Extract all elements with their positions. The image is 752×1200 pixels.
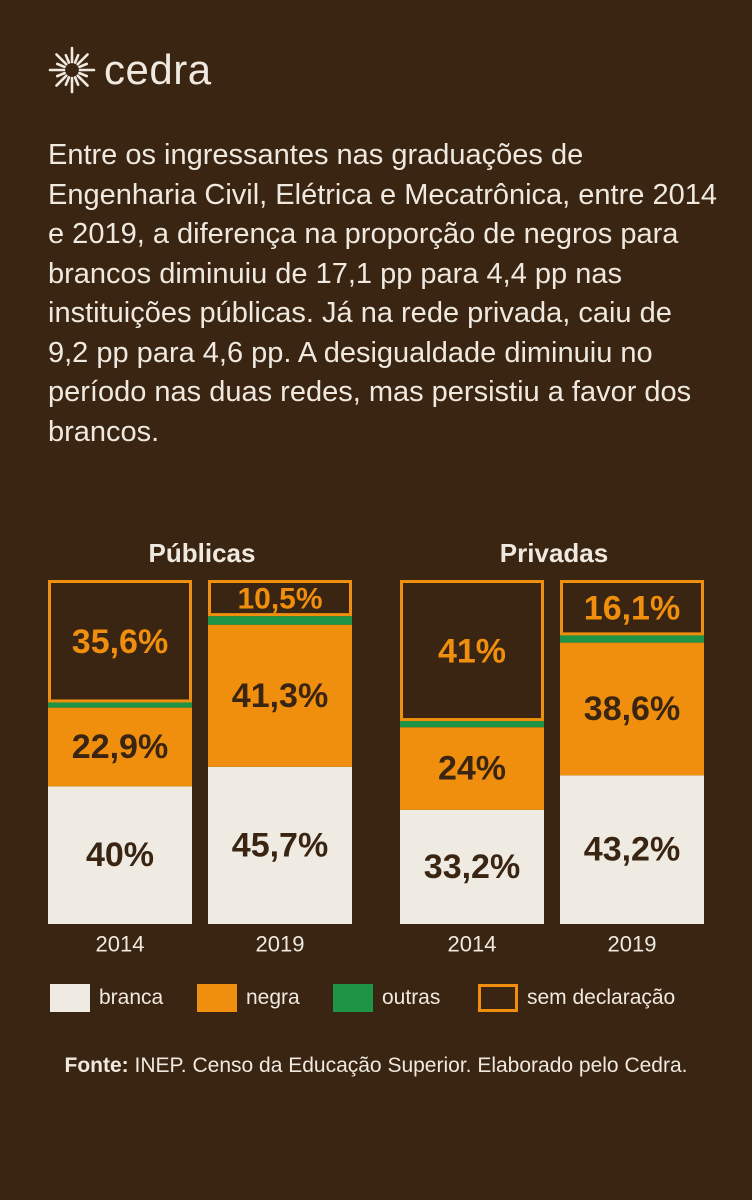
data-label-negra-g0-b1: 41,3% [232,677,328,715]
brand-name: cedra [104,46,212,93]
sunburst-ray [78,62,89,69]
data-label-branca-g0-b1: 45,7% [232,826,328,864]
x-tick-label-g1-b1: 2019 [608,932,657,957]
bar-segment-outras-g1-b1 [560,635,704,643]
data-label-sem-declaracao-g0-b0: 35,6% [72,623,168,661]
data-label-sem-declaracao-g1-b0: 41% [438,633,506,671]
data-label-branca-g1-b1: 43,2% [584,831,680,869]
legend-swatch-sem-declaracao [478,984,518,1012]
group-title-privadas: Privadas [499,538,609,568]
x-tick-label-g0-b0: 2014 [96,932,145,957]
data-label-branca-g0-b0: 40% [86,836,154,874]
data-label-negra-g1-b1: 38,6% [584,690,680,728]
chart-legend: branca negra outras sem declaração [0,980,752,1020]
legend-swatch-negra [197,984,237,1012]
sunburst-ray [55,62,66,69]
legend-label-negra: negra [246,986,300,1009]
legend-item-sem-declaracao: sem declaração [478,980,675,1016]
intro-text: Entre os ingressantes nas graduações de … [48,139,717,448]
bar-segment-sem-declaracao-g0-b1 [208,580,352,617]
x-tick-label-g1-b0: 2014 [448,932,497,957]
sunburst-icon [48,46,96,94]
data-label-sem-declaracao-g0-b1: 10,5% [237,583,322,616]
bar-segment-outras-g1-b0 [400,721,544,728]
sunburst-ray [55,53,68,66]
data-label-branca-g1-b0: 33,2% [424,848,520,886]
legend-label-sem-declaracao: sem declaração [527,986,676,1009]
stacked-bar-chart: 40% 22,9% 35,6% 2014 45,7% 41,3% 10,5% 2019 33,2… [48,580,704,957]
legend-swatch-branca [50,984,90,1012]
group-title-publicas: Públicas [148,538,256,568]
bar-segment-negra-g1-b1 [560,642,704,776]
bar-segment-negra-g0-b1 [208,624,352,767]
legend-item-negra: negra [197,980,300,1016]
legend-item-outras: outras [333,980,440,1016]
bar-segment-outras-g0-b0 [48,702,192,708]
legend-swatch-outras [333,984,373,1012]
data-label-sem-declaracao-g1-b1: 16,1% [584,590,680,628]
source-label: Fonte: [64,1054,129,1077]
sunburst-ray [55,71,66,78]
sunburst-ray [73,53,80,64]
sunburst-ray [78,71,89,78]
data-label-negra-g1-b0: 24% [438,750,506,788]
bar-segment-branca-g0-b0 [48,786,192,924]
data-label-negra-g0-b0: 22,9% [72,728,168,766]
sunburst-ray [64,76,71,87]
bar-segment-branca-g1-b1 [560,775,704,924]
source-note: Fonte: INEP. Censo da Educação Superior.… [40,1052,712,1080]
bar-segment-negra-g0-b0 [48,707,192,787]
legend-label-outras: outras [382,986,441,1009]
bar-segment-outras-g0-b1 [208,616,352,625]
sunburst-ray [76,74,89,87]
legend-item-branca: branca [50,980,163,1016]
bar-segment-sem-declaracao-g0-b0 [48,580,192,703]
sunburst-ray [64,53,71,64]
brand-logo: cedra [48,44,212,96]
source-text: INEP. Censo da Educação Superior. Elabor… [134,1054,688,1077]
bar-segment-branca-g1-b0 [400,809,544,924]
bar-segment-negra-g1-b0 [400,727,544,810]
bar-segment-sem-declaracao-g1-b0 [400,580,544,722]
sunburst-ray [73,76,80,87]
legend-label-branca: branca [99,986,164,1009]
x-tick-label-g0-b1: 2019 [256,932,305,957]
sunburst-ray [55,74,68,87]
bar-segment-branca-g0-b1 [208,766,352,924]
bar-segment-sem-declaracao-g1-b1 [560,580,704,636]
sunburst-ray [76,53,89,66]
